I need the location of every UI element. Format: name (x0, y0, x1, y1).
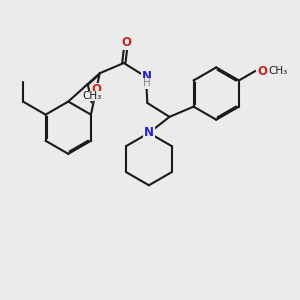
Text: CH₃: CH₃ (82, 91, 101, 101)
Text: O: O (258, 64, 268, 78)
Text: CH₃: CH₃ (268, 66, 287, 76)
Text: N: N (142, 70, 152, 83)
Text: H: H (143, 78, 150, 88)
Text: N: N (144, 127, 154, 140)
Text: O: O (92, 83, 101, 96)
Text: O: O (121, 36, 131, 49)
